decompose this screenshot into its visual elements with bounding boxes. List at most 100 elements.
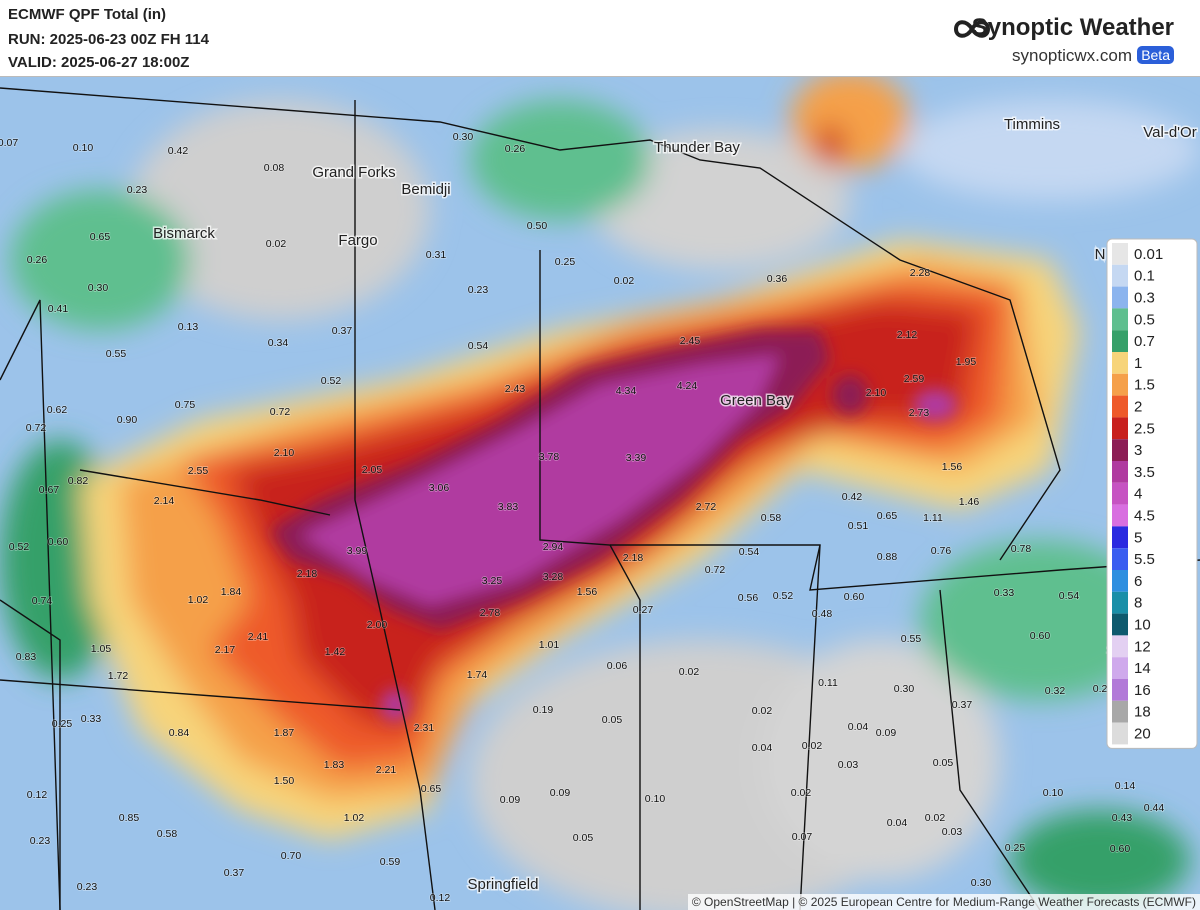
precip-value: 0.07 (0, 137, 18, 149)
legend-label: 0.01 (1134, 246, 1163, 263)
precip-value: 0.37 (952, 699, 973, 711)
legend-label: 0.5 (1134, 311, 1155, 328)
precip-value: 1.42 (325, 646, 346, 658)
precip-value: 0.58 (761, 512, 782, 524)
precip-value: 0.12 (27, 789, 48, 801)
legend-swatch (1112, 722, 1128, 745)
precip-value: 0.54 (739, 546, 760, 558)
legend-label: 0.3 (1134, 289, 1155, 306)
legend-swatch (1112, 613, 1128, 636)
precip-value: 2.55 (188, 465, 209, 477)
precip-value: 4.24 (677, 380, 698, 392)
legend-swatch (1112, 461, 1128, 483)
precip-value: 1.74 (467, 669, 488, 681)
legend-label: 4.5 (1134, 507, 1155, 524)
precip-value: 0.72 (26, 422, 47, 434)
precip-value: 0.31 (426, 249, 447, 261)
precip-value: 2.43 (505, 383, 526, 395)
precip-value: 0.09 (500, 794, 521, 806)
precip-value: 0.25 (52, 718, 73, 730)
legend-label: 6 (1134, 573, 1142, 590)
brand-site[interactable]: synopticwx.com (1012, 46, 1132, 65)
precip-value: 0.23 (30, 835, 51, 847)
city-label: N (1095, 246, 1106, 263)
precip-value: 0.42 (168, 145, 189, 157)
city-label: Bismarck (153, 225, 215, 242)
precip-value: 1.72 (108, 670, 129, 682)
city-label: Bemidji (401, 181, 450, 198)
precip-value: 0.25 (555, 256, 576, 268)
city-label: Fargo (338, 232, 377, 249)
precip-value: 0.02 (614, 275, 635, 287)
legend-label: 2.5 (1134, 420, 1155, 437)
legend-swatch (1112, 591, 1128, 614)
precip-value: 0.30 (971, 877, 992, 889)
legend-label: 0.7 (1134, 333, 1155, 350)
precip-value: 0.02 (791, 787, 812, 799)
legend-label: 5.5 (1134, 551, 1155, 568)
precip-value: 2.72 (696, 501, 717, 513)
precip-value: 0.02 (802, 740, 823, 752)
precip-value: 3.28 (543, 571, 564, 583)
precip-value: 0.30 (894, 683, 915, 695)
precip-value: 0.58 (157, 828, 178, 840)
precip-value: 0.54 (1059, 590, 1080, 602)
precip-value: 0.50 (527, 220, 548, 232)
map-title: ECMWF QPF Total (in) (8, 6, 167, 23)
precip-value: 0.37 (332, 325, 353, 337)
precip-value: 2.41 (248, 631, 269, 643)
legend-label: 2 (1134, 398, 1142, 415)
legend-label: 0.1 (1134, 268, 1155, 285)
precip-value: 0.32 (1045, 685, 1066, 697)
precip-value: 3.25 (482, 575, 503, 587)
precip-value: 0.65 (421, 783, 442, 795)
precip-value: 0.09 (876, 727, 897, 739)
valid-info: VALID: 2025-06-27 18:00Z (8, 54, 190, 71)
legend-label: 18 (1134, 704, 1151, 721)
precip-value: 1.83 (324, 759, 345, 771)
city-label: Green Bay (720, 392, 792, 409)
precip-value: 0.04 (848, 721, 869, 733)
legend-swatch (1112, 526, 1128, 549)
precip-value: 0.83 (16, 651, 37, 663)
precip-value: 1.56 (577, 586, 598, 598)
precip-value: 0.05 (933, 757, 954, 769)
city-label: Val-d'Or (1143, 124, 1196, 141)
legend-label: 3.5 (1134, 464, 1155, 481)
legend-swatch (1112, 286, 1128, 309)
precip-value: 0.43 (1112, 812, 1133, 824)
precip-value: 0.72 (270, 406, 291, 418)
legend-swatch (1112, 243, 1128, 265)
precip-value: 4.34 (616, 385, 637, 397)
legend-swatch (1112, 264, 1128, 287)
legend-label: 4 (1134, 486, 1142, 503)
legend-swatch (1112, 657, 1128, 679)
legend-swatch (1112, 679, 1128, 701)
precip-value: 0.04 (887, 817, 908, 829)
precip-value: 0.72 (705, 564, 726, 576)
precip-value: 0.52 (321, 375, 342, 387)
legend-label: 10 (1134, 616, 1151, 633)
header: ECMWF QPF Total (in) RUN: 2025-06-23 00Z… (0, 0, 1200, 77)
legend-swatch (1112, 439, 1128, 461)
precip-value: 0.62 (47, 404, 68, 416)
precip-value: 1.01 (539, 639, 560, 651)
precip-value: 2.21 (376, 764, 397, 776)
precip-value: 0.02 (752, 705, 773, 717)
precip-value: 0.84 (169, 727, 190, 739)
precip-value: 0.26 (505, 143, 526, 155)
precip-value: 0.03 (838, 759, 859, 771)
precip-value: 0.13 (178, 321, 199, 333)
precip-value: 0.07 (792, 831, 813, 843)
precip-value: 2.45 (680, 335, 701, 347)
legend-label: 1 (1134, 355, 1142, 372)
legend-label: 8 (1134, 595, 1142, 612)
legend-label: 3 (1134, 442, 1142, 459)
precip-value: 1.56 (942, 461, 963, 473)
precip-value: 0.33 (994, 587, 1015, 599)
legend-swatch (1112, 700, 1128, 723)
attribution[interactable]: © OpenStreetMap | © 2025 European Centre… (687, 894, 1200, 910)
legend-swatch (1112, 635, 1128, 658)
precip-value: 0.03 (942, 826, 963, 838)
legend-swatch (1112, 504, 1128, 527)
